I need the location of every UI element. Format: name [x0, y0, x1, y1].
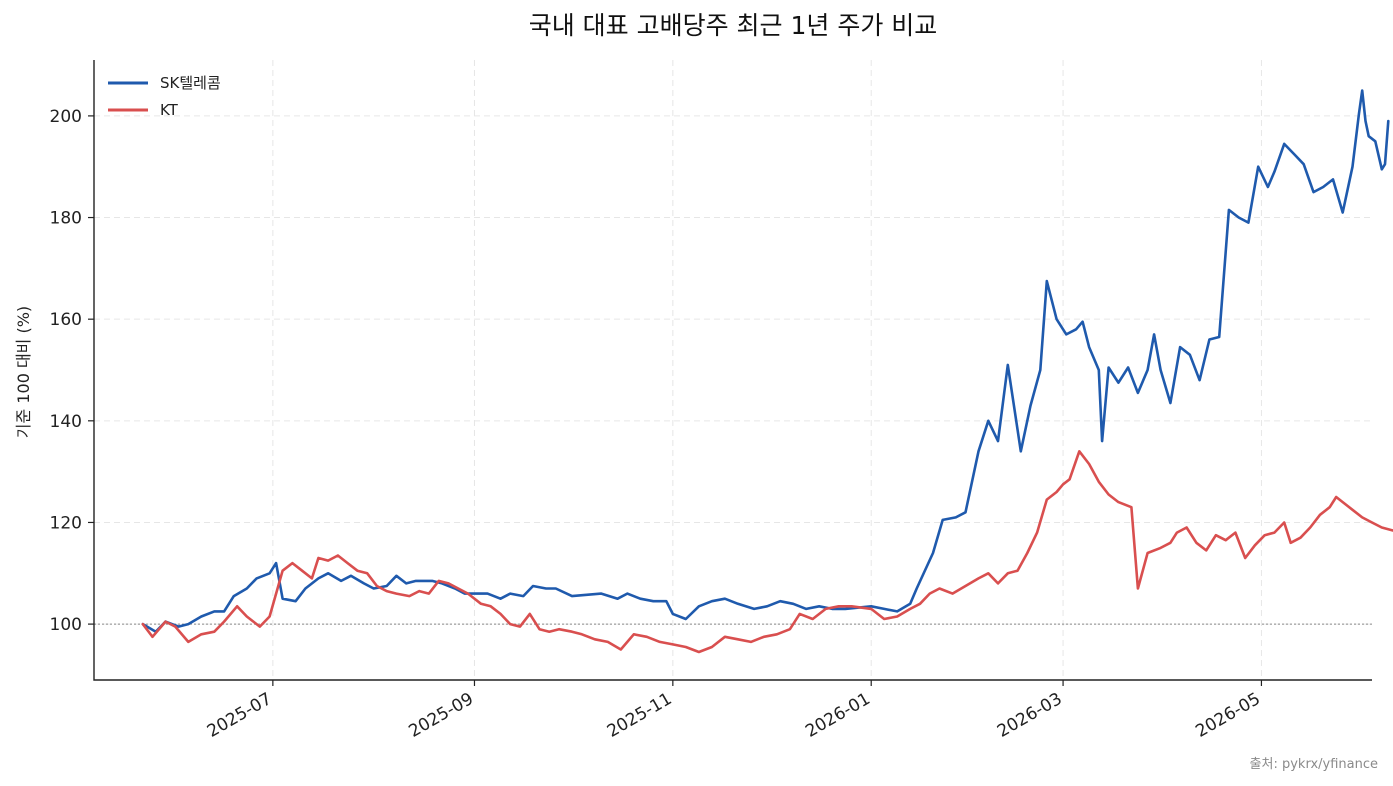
y-axis-ticks: 100 120 140 160 180 200	[50, 107, 94, 635]
chart-title: 국내 대표 고배당주 최근 1년 주가 비교	[529, 11, 938, 40]
legend-label: KT	[160, 101, 179, 119]
x-tick-label: 2026-01	[802, 689, 874, 742]
y-tick-label: 120	[50, 513, 82, 533]
y-tick-label: 140	[50, 412, 82, 432]
series-line-skt	[141, 89, 1390, 633]
y-tick-label: 160	[50, 310, 82, 330]
grid-lines	[94, 60, 1372, 680]
x-tick-label: 2025-07	[204, 689, 276, 742]
series-lines	[141, 89, 1393, 654]
x-axis-ticks: 2025-07 2025-09 2025-11 2026-01 2026-03 2026-…	[204, 680, 1264, 742]
y-tick-label: 100	[50, 615, 82, 635]
x-tick-label: 2025-11	[604, 689, 676, 742]
y-axis-label: 기준 100 대비 (%)	[14, 306, 33, 438]
source-note: 출처: pykrx/yfinance	[1250, 757, 1378, 772]
x-tick-label: 2026-03	[994, 689, 1066, 742]
y-tick-label: 180	[50, 209, 82, 229]
y-tick-label: 200	[50, 107, 82, 127]
x-tick-label: 2026-05	[1192, 689, 1264, 742]
x-tick-label: 2025-09	[405, 689, 477, 742]
series-line-kt	[141, 450, 1393, 654]
legend-label: SK텔레콤	[160, 74, 221, 92]
legend: SK텔레콤 KT	[108, 74, 221, 119]
plot-axes	[93, 60, 1372, 681]
